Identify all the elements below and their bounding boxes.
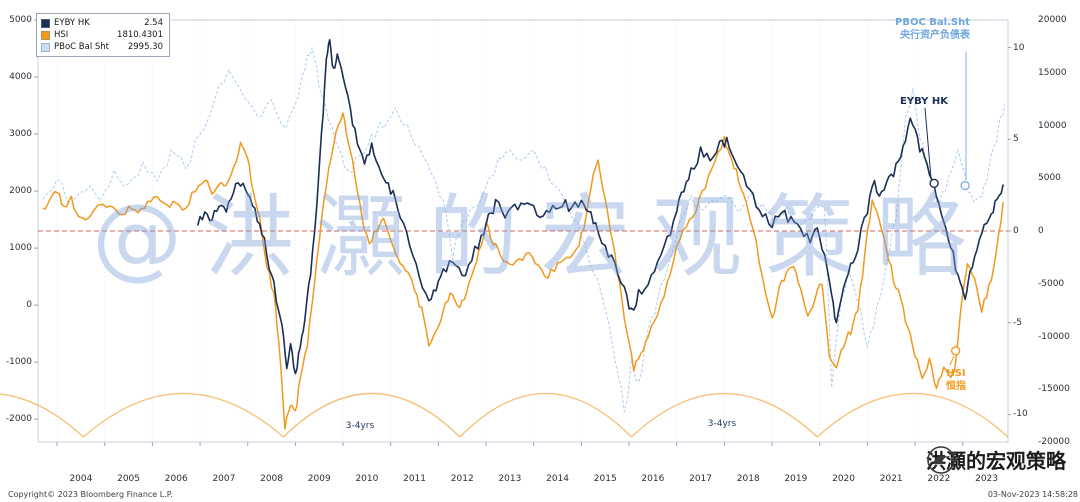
legend-swatch-icon: [41, 42, 50, 52]
right-outer-axis-tick: -15000: [1038, 384, 1070, 395]
left-axis-tick: 4000: [9, 72, 32, 83]
legend-swatch-icon: [41, 30, 50, 40]
right-inner-axis-tick: 5: [1013, 134, 1019, 145]
x-axis-tick: 2011: [403, 474, 426, 484]
legend-value: 2.54: [144, 18, 163, 28]
x-axis-tick: 2019: [784, 474, 808, 484]
right-outer-axis-tick: 15000: [1038, 67, 1067, 78]
legend-label: HSI: [54, 30, 69, 40]
annotation-connectors: [924, 52, 967, 366]
legend-rows: EYBY HK 2.54 HSI 1810.4301 PBoC Bal Sht 2995.…: [41, 17, 163, 53]
pboc-annotation: PBOC Bal.Sht 央行资产负债表: [850, 16, 970, 42]
legend-item-2[interactable]: PBoC Bal Sht 2995.30: [41, 41, 163, 53]
pboc-annotation-line2: 央行资产负债表: [900, 30, 970, 41]
cycle-arcs: [0, 392, 1009, 438]
brand-block: 洪灝的宏观策略: [926, 445, 1066, 474]
right-outer-axis-tick: -20000: [1038, 437, 1070, 447]
x-axis-tick: 2007: [212, 474, 236, 484]
legend-label: EYBY HK: [54, 18, 90, 28]
legend-value: 2995.30: [127, 42, 163, 52]
x-axis-tick: 2014: [546, 474, 569, 484]
left-axis-tick: 1000: [9, 243, 32, 254]
hsi-connector-line: [949, 355, 955, 366]
right-inner-axis-tick: -5: [1013, 317, 1022, 328]
callout-markers: [929, 178, 970, 356]
x-axis-tick: 2015: [593, 474, 617, 484]
x-axis-tick: 2021: [879, 474, 903, 484]
right-outer-axis-tick: -5000: [1038, 278, 1065, 289]
right-inner-axis-tick: 0: [1013, 226, 1019, 236]
series-line-pboc-bal-sht: [42, 47, 1006, 413]
eyby-connector-line: [924, 107, 932, 179]
legend-item-0[interactable]: EYBY HK 2.54: [41, 17, 163, 29]
right-inner-axis-tick: -10: [1013, 409, 1028, 420]
legend: EYBY HK 2.54 HSI 1810.4301 PBoC Bal Sht 2995.…: [36, 13, 170, 57]
x-axis-tick: 2013: [498, 474, 522, 484]
right-outer-axis-tick: 5000: [1038, 173, 1061, 184]
left-axis-tick: 3000: [9, 129, 32, 140]
copyright-text: Copyright© 2023 Bloomberg Finance L.P.: [8, 490, 173, 499]
legend-item-1[interactable]: HSI 1810.4301: [41, 29, 163, 41]
x-axis-tick: 2012: [450, 474, 474, 484]
series-line-hsi: [42, 112, 1004, 430]
cycle-label-1: 3-4yrs: [345, 421, 375, 431]
left-axis-tick: -2000: [5, 414, 32, 425]
x-axis-tick: 2008: [260, 474, 284, 484]
x-axis-tick: 2018: [736, 474, 760, 484]
left-axis-tick: 5000: [9, 15, 32, 25]
hsi-annotation: HSI 恒指: [935, 367, 977, 393]
grid-layer: [34, 19, 1011, 446]
right-outer-axis-tick: 0: [1038, 226, 1044, 236]
x-axis-tick: 2020: [832, 474, 855, 484]
x-axis-tick: 2006: [164, 474, 188, 484]
series-line-eyby-hk: [196, 39, 1004, 375]
right-outer-axis-tick: 20000: [1038, 15, 1067, 25]
left-axis-tick: -1000: [5, 357, 32, 368]
x-axis-tick: 2017: [689, 474, 712, 484]
legend-swatch-icon: [41, 18, 50, 28]
x-axis-tick: 2022: [927, 474, 951, 484]
x-axis-tick: 2010: [355, 474, 379, 484]
right-outer-axis-tick: 10000: [1038, 120, 1067, 131]
x-axis-tick: 2016: [641, 474, 665, 484]
hsi-annotation-line1: HSI: [946, 368, 966, 379]
right-outer-axis-tick: -10000: [1038, 331, 1070, 342]
x-axis-tick: 2004: [69, 474, 93, 484]
timestamp-text: 03-Nov-2023 14:58:28: [987, 490, 1078, 499]
dove-logo-icon: [927, 446, 955, 474]
x-axis-tick: 2005: [117, 474, 141, 484]
pboc-annotation-line1: PBOC Bal.Sht: [895, 17, 970, 28]
x-axis-tick: 2023: [975, 474, 998, 484]
legend-value: 1810.4301: [117, 30, 163, 40]
left-axis-tick: 0: [26, 300, 32, 311]
x-axis-tick: 2009: [307, 474, 331, 484]
right-inner-axis-tick: 10: [1013, 42, 1025, 53]
eyby-annotation: EYBY HK: [900, 96, 948, 107]
cycle-label-2: 3-4yrs: [707, 419, 737, 429]
legend-label: PBoC Bal Sht: [54, 42, 110, 52]
left-axis-tick: 2000: [9, 186, 32, 197]
hsi-annotation-line2: 恒指: [946, 381, 966, 392]
